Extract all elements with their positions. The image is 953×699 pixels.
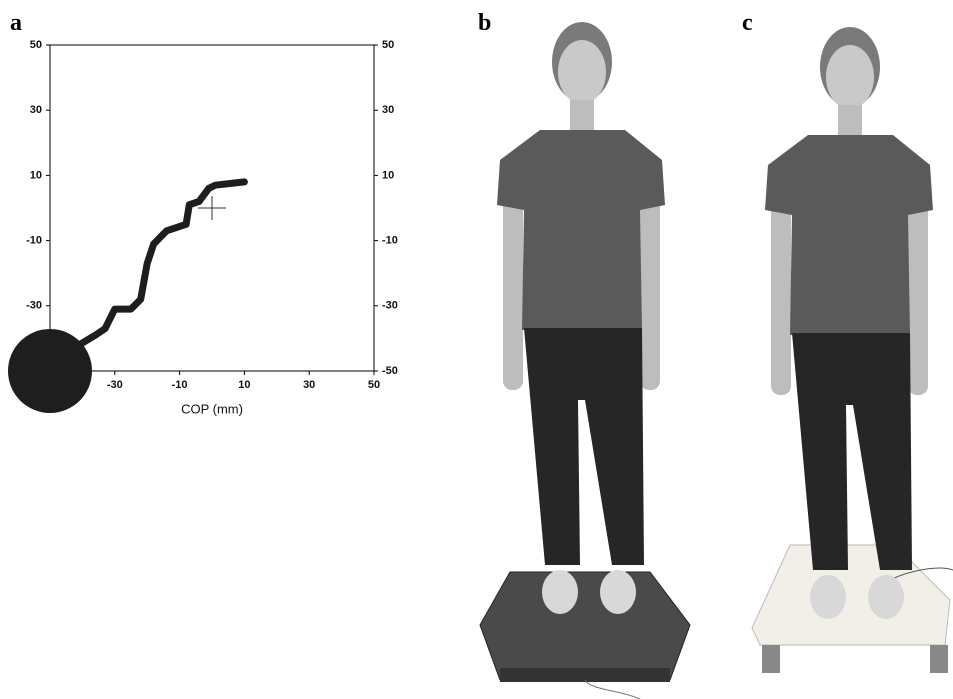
platform-edge xyxy=(500,668,670,682)
panel-label: c xyxy=(742,10,753,36)
y2-tick-label: -10 xyxy=(382,235,398,247)
start-marker xyxy=(8,329,92,413)
face xyxy=(558,40,606,104)
cable xyxy=(585,680,640,699)
platform-leg xyxy=(930,645,948,673)
foot xyxy=(542,570,578,614)
y-tick-label: 30 xyxy=(30,104,42,116)
y2-tick-label: -50 xyxy=(382,365,398,377)
y-tick-label: -10 xyxy=(26,235,42,247)
cop-trace xyxy=(79,182,244,345)
y2-tick-label: 10 xyxy=(382,169,394,181)
photo-c xyxy=(752,27,953,673)
photo-b xyxy=(480,22,690,699)
arm xyxy=(640,190,660,390)
y2-tick-label: -30 xyxy=(382,300,398,312)
x-tick-label: 10 xyxy=(238,379,250,391)
neck xyxy=(570,100,594,130)
panel-label: a xyxy=(10,10,22,36)
x-tick-label: -10 xyxy=(172,379,188,391)
foot xyxy=(600,570,636,614)
pants xyxy=(524,328,644,565)
y-tick-label: -30 xyxy=(26,300,42,312)
x-axis-label: COP (mm) xyxy=(181,401,243,416)
platform-leg xyxy=(762,645,780,673)
panel-label: b xyxy=(478,10,491,36)
x-tick-label: 50 xyxy=(368,379,380,391)
x-tick-label: 30 xyxy=(303,379,315,391)
y2-tick-label: 50 xyxy=(382,39,394,51)
person xyxy=(765,27,933,619)
figure: a b c COP (mm) -30-10103050-30-10103050-… xyxy=(0,0,953,699)
y-tick-label: 50 xyxy=(30,39,42,51)
platform xyxy=(480,572,690,680)
platform xyxy=(752,545,950,645)
person xyxy=(497,22,665,614)
x-tick-label: -30 xyxy=(107,379,123,391)
y2-tick-label: 30 xyxy=(382,104,394,116)
y-tick-label: 10 xyxy=(30,169,42,181)
arm xyxy=(503,190,523,390)
